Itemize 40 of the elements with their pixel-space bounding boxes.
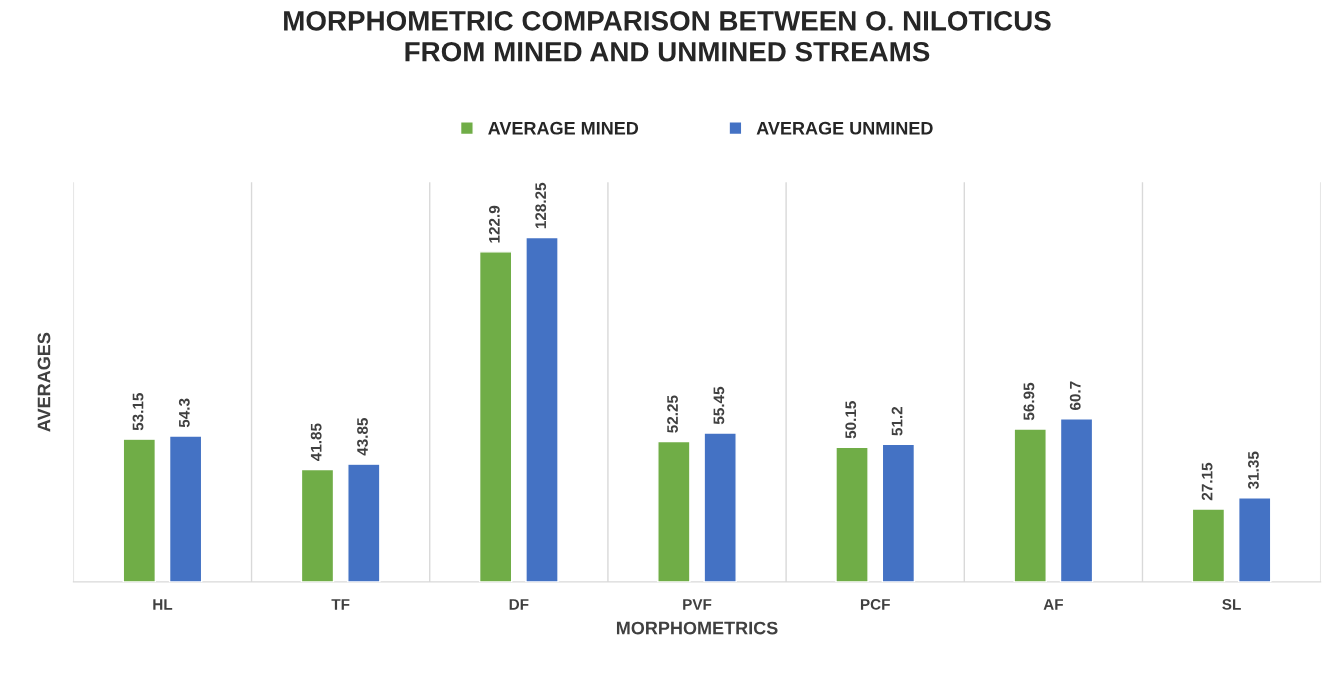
bar (300, 468, 335, 582)
data-label: 55.45 (713, 386, 725, 425)
x-tick-label: HL (153, 599, 173, 610)
data-label: 43.85 (357, 418, 368, 456)
data-label: 56.95 (1023, 382, 1035, 421)
data-label: 27.15 (1201, 462, 1213, 501)
x-tick-label: SL (1222, 598, 1241, 610)
bar (835, 446, 869, 582)
legend-label: AVERAGE MINED (488, 121, 639, 135)
data-label: 53.15 (132, 393, 144, 431)
bar (347, 463, 381, 582)
bar (478, 251, 513, 582)
data-label: 41.85 (310, 423, 322, 461)
bar (525, 236, 559, 582)
bar (1059, 418, 1094, 582)
bar (168, 435, 203, 582)
data-label: 60.7 (1069, 381, 1081, 410)
legend-label: AVERAGE UNMINED (756, 121, 933, 135)
bar (122, 438, 157, 582)
data-label: 31.35 (1248, 451, 1259, 490)
bar (703, 432, 737, 582)
x-tick-label: AF (1043, 599, 1064, 610)
data-label: 122.9 (488, 205, 500, 243)
data-label: 54.3 (178, 398, 190, 428)
x-tick-label: PCF (860, 598, 890, 610)
bar (657, 440, 691, 582)
y-axis-title: AVERAGES (37, 332, 51, 432)
data-label: 50.15 (845, 401, 857, 439)
bar (881, 443, 916, 582)
x-tick-label: TF (331, 599, 350, 610)
x-axis-title: MORPHOMETRICS (616, 621, 778, 635)
data-label: 51.2 (891, 406, 903, 436)
data-label: 128.25 (535, 182, 547, 229)
chart-title: MORPHOMETRIC COMPARISON BETWEEN O. NILOTICUS FROM MINED AND UNMINED STREAMS (284, 10, 1051, 62)
bar (1191, 508, 1226, 582)
x-tick-label: DF (509, 599, 529, 610)
bar (1238, 497, 1272, 582)
bar (1013, 428, 1047, 582)
x-tick-label: PVF (683, 599, 712, 610)
data-label: 52.25 (667, 395, 678, 433)
